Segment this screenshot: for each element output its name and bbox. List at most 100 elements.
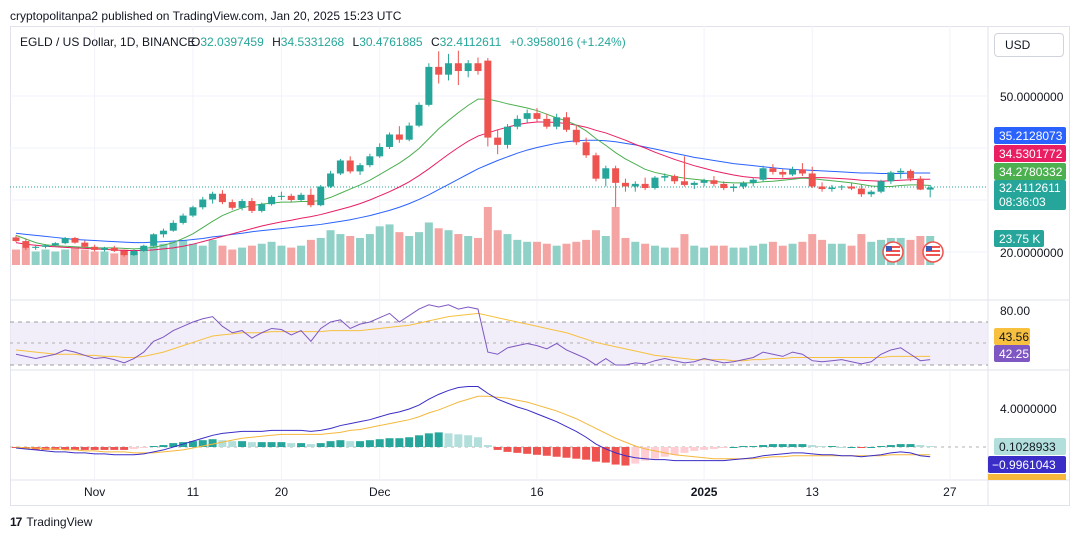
candle <box>631 181 639 192</box>
macd-hist-bar <box>759 445 768 447</box>
candle-body <box>661 176 669 178</box>
candle <box>179 213 187 225</box>
candle <box>916 176 924 191</box>
macd-hist-bar <box>277 442 286 447</box>
macd-hist-bar <box>729 447 738 448</box>
candle <box>140 244 148 252</box>
macd-hist-bar <box>503 447 512 452</box>
macd-hist-bar <box>169 443 178 447</box>
macd-hist-bar <box>238 441 247 447</box>
time-axis-labels: Nov 11 20 Dec 16 2025 13 27 <box>84 485 957 499</box>
candle <box>120 249 128 257</box>
footer: 17 TradingView <box>10 515 92 529</box>
legend-low-label: L <box>353 35 360 49</box>
candle-body <box>592 155 600 179</box>
macd-hist-bar <box>818 446 827 448</box>
candle-body <box>739 182 747 187</box>
macd-hist-bar <box>562 447 571 458</box>
candle <box>700 178 708 187</box>
volume-bar <box>405 236 414 265</box>
candle <box>887 170 895 184</box>
candle <box>415 102 423 128</box>
candle <box>435 51 443 84</box>
volume-bar <box>808 234 817 265</box>
candle <box>277 191 285 200</box>
candle-body <box>218 193 226 203</box>
candle-body <box>877 181 885 192</box>
tag-volume-bg <box>994 230 1044 247</box>
macd-hist-bar <box>474 437 483 447</box>
candle-body <box>376 146 384 157</box>
volume-bar <box>70 247 79 265</box>
candle <box>336 158 344 176</box>
volume-bar <box>641 243 650 265</box>
macd-hist-bar <box>385 438 394 447</box>
us-flag-icon[interactable] <box>882 241 904 263</box>
macd-hist-bar <box>336 440 345 447</box>
time-tick-5: 2025 <box>691 485 718 499</box>
volume-bar <box>316 237 325 265</box>
volume-bars <box>12 207 935 265</box>
candle-body <box>789 169 797 175</box>
macd-hist-bar <box>709 447 718 449</box>
candle <box>671 174 679 184</box>
macd-hist-bar <box>896 444 905 447</box>
candle-body <box>848 186 856 189</box>
candle-body <box>631 183 639 187</box>
macd-hist-bar <box>257 442 266 447</box>
candle-body <box>720 183 728 189</box>
footer-brand: TradingView <box>26 515 93 529</box>
candle <box>730 183 738 192</box>
volume-bar <box>700 247 709 265</box>
candle-body <box>690 182 698 185</box>
volume-bar <box>483 207 492 265</box>
volume-bar <box>61 249 70 265</box>
candle-body <box>327 173 335 187</box>
candle-body <box>100 247 108 250</box>
candle <box>474 57 482 75</box>
volume-bar <box>228 249 237 265</box>
candle <box>562 112 570 132</box>
volume-bar <box>267 241 276 265</box>
macd-hist-bar <box>434 432 443 447</box>
candle <box>789 166 797 177</box>
volume-bar <box>247 245 256 265</box>
tag-ma-slow-bg <box>994 127 1066 144</box>
candle-body <box>395 134 403 140</box>
tag-ma-mid-bg <box>994 145 1066 162</box>
candle <box>612 165 620 208</box>
candle <box>504 124 511 149</box>
macd-hist-bar <box>690 447 699 451</box>
candle-body <box>612 168 620 183</box>
us-flag-icon[interactable] <box>922 241 944 263</box>
candle-body <box>199 199 207 208</box>
candle <box>110 245 118 252</box>
candle <box>838 184 846 191</box>
volume-bar <box>395 232 404 265</box>
candle-body <box>415 104 423 126</box>
candle-body <box>159 230 167 235</box>
candle <box>209 191 217 204</box>
volume-bar <box>719 245 728 265</box>
currency-button[interactable]: USD <box>994 33 1064 57</box>
macd-hist-bar <box>444 433 453 447</box>
candle <box>356 163 364 176</box>
volume-bar <box>474 237 483 265</box>
volume-bar <box>444 230 453 265</box>
volume-bar <box>631 241 640 265</box>
macd-hist-bar <box>297 443 306 447</box>
candle-body <box>81 242 89 247</box>
macd-group <box>12 386 935 466</box>
candle <box>857 184 865 197</box>
candle <box>41 244 49 249</box>
candle-body <box>307 194 315 206</box>
candle-body <box>730 186 738 189</box>
candle-body <box>356 165 364 172</box>
candle <box>553 113 561 130</box>
macd-hist-bar <box>61 447 70 450</box>
time-tick-2: 20 <box>275 485 289 499</box>
volume-bar <box>90 251 99 265</box>
candle <box>621 178 629 192</box>
tag-ma-fast: 34.2780332 <box>999 165 1063 179</box>
